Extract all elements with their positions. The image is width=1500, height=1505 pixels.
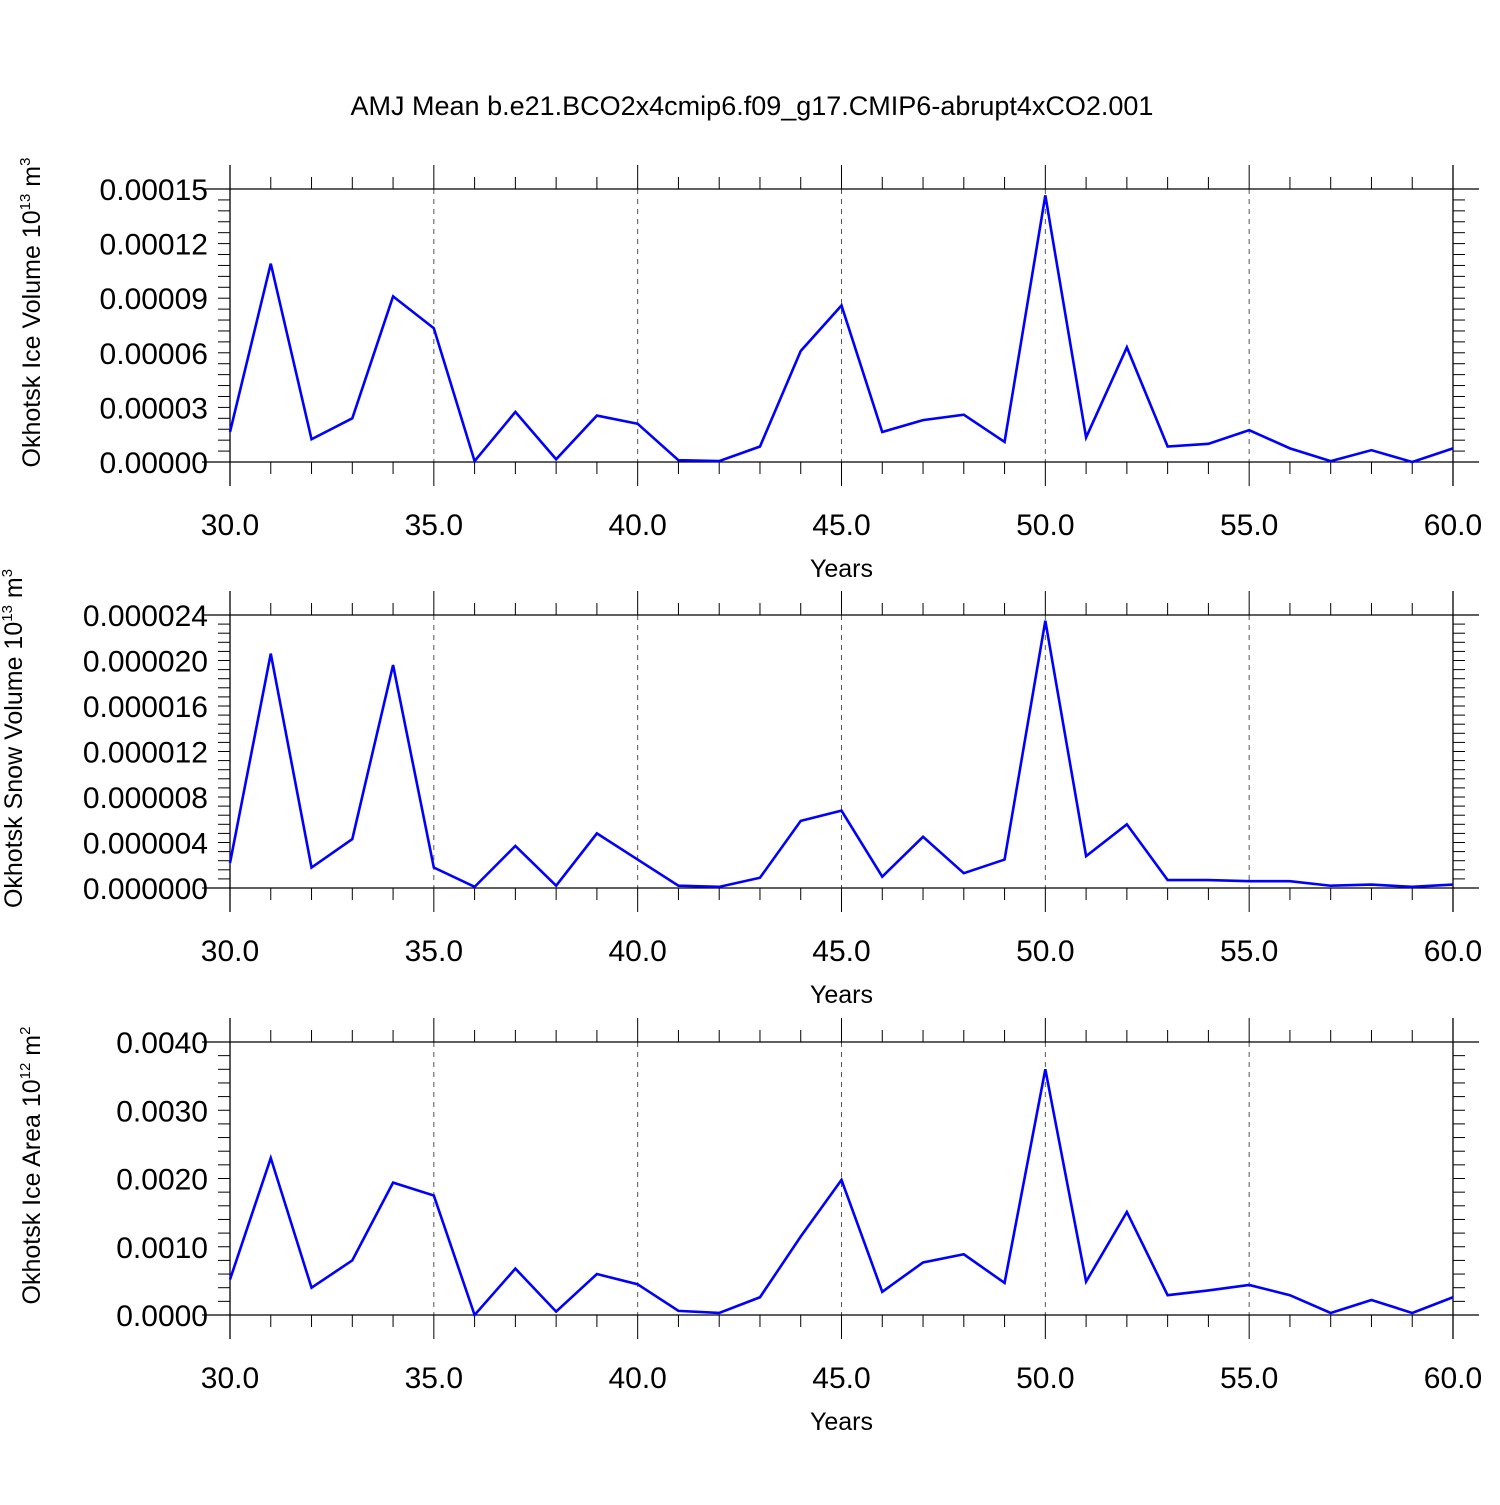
y-tick-label: 0.000008 xyxy=(83,782,208,815)
x-tick-label: 50.0 xyxy=(1016,509,1074,542)
y-axis-label-exponent: 13 xyxy=(17,194,34,211)
y-axis-label-unit: m xyxy=(0,577,28,605)
y-axis-label-text: Okhotsk Ice Volume 10 xyxy=(18,210,46,467)
x-tick-label: 60.0 xyxy=(1424,509,1482,542)
x-axis-label: Years xyxy=(810,981,873,1009)
y-tick-label: 0.00000 xyxy=(100,447,208,480)
y-axis-label-unit-exponent: 3 xyxy=(17,158,34,166)
y-tick-label: 0.000012 xyxy=(83,737,208,770)
y-axis-label-unit: m xyxy=(18,1035,46,1063)
y-tick-label: 0.0000 xyxy=(116,1300,208,1333)
x-tick-label: 40.0 xyxy=(608,935,666,968)
y-axis-label: Okhotsk Snow Volume 1013 m3 xyxy=(0,569,28,908)
x-tick-label: 55.0 xyxy=(1220,1362,1278,1395)
x-tick-label: 55.0 xyxy=(1220,509,1278,542)
y-axis-label: Okhotsk Ice Area 1012 m2 xyxy=(17,1027,46,1305)
x-tick-label: 35.0 xyxy=(405,1362,463,1395)
y-axis-label-text: Okhotsk Snow Volume 10 xyxy=(0,622,28,908)
x-axis-label: Years xyxy=(810,1408,873,1436)
y-axis-label: Okhotsk Ice Volume 1013 m3 xyxy=(17,158,46,468)
y-tick-label: 0.00015 xyxy=(100,174,208,207)
x-tick-label: 45.0 xyxy=(812,935,870,968)
x-tick-label: 60.0 xyxy=(1424,1362,1482,1395)
y-axis-label-unit-exponent: 3 xyxy=(0,569,16,577)
y-tick-label: 0.000016 xyxy=(83,691,208,724)
x-tick-label: 35.0 xyxy=(405,935,463,968)
y-tick-label: 0.0040 xyxy=(116,1027,208,1060)
chart-panels: 30.0 35.0 40.0 45.0 50.0 55.0 60.0 0.00000 0.000… xyxy=(0,158,1482,1436)
x-tick-label: 30.0 xyxy=(201,1362,259,1395)
y-axis-label-exponent: 12 xyxy=(17,1063,34,1080)
chart-panel-1: 30.0 35.0 40.0 45.0 50.0 55.0 60.0 0.00000 0.000… xyxy=(17,158,1482,583)
x-tick-label: 60.0 xyxy=(1424,935,1482,968)
y-axis-label-exponent: 13 xyxy=(0,605,16,622)
y-tick-label: 0.00009 xyxy=(100,283,208,316)
y-axis-label-unit-exponent: 2 xyxy=(17,1027,34,1035)
x-tick-label: 55.0 xyxy=(1220,935,1278,968)
chart-panel-3: 30.0 35.0 40.0 45.0 50.0 55.0 60.0 0.0000 0.0010… xyxy=(17,1018,1482,1436)
y-tick-label: 0.0010 xyxy=(116,1232,208,1265)
x-tick-label: 40.0 xyxy=(608,509,666,542)
x-tick-label: 30.0 xyxy=(201,935,259,968)
x-tick-label: 45.0 xyxy=(812,509,870,542)
y-tick-label: 0.00006 xyxy=(100,338,208,371)
y-tick-label: 0.000024 xyxy=(83,600,208,633)
y-tick-label: 0.00003 xyxy=(100,392,208,425)
y-tick-label: 0.00012 xyxy=(100,229,208,262)
figure-title: AMJ Mean b.e21.BCO2x4cmip6.f09_g17.CMIP6… xyxy=(351,91,1154,121)
x-tick-label: 40.0 xyxy=(608,1362,666,1395)
y-axis-label-unit: m xyxy=(18,166,46,194)
y-tick-label: 0.000000 xyxy=(83,873,208,906)
chart-panel-2: 30.0 35.0 40.0 45.0 50.0 55.0 60.0 0.000000 0.00… xyxy=(0,569,1482,1009)
x-tick-label: 50.0 xyxy=(1016,935,1074,968)
x-tick-label: 35.0 xyxy=(405,509,463,542)
y-tick-label: 0.0030 xyxy=(116,1095,208,1128)
y-tick-label: 0.000004 xyxy=(83,828,208,861)
y-tick-label: 0.000020 xyxy=(83,646,208,679)
x-tick-label: 45.0 xyxy=(812,1362,870,1395)
x-tick-label: 30.0 xyxy=(201,509,259,542)
y-axis-label-text: Okhotsk Ice Area 10 xyxy=(18,1079,46,1304)
x-axis-label: Years xyxy=(810,555,873,583)
y-tick-label: 0.0020 xyxy=(116,1164,208,1197)
x-tick-label: 50.0 xyxy=(1016,1362,1074,1395)
